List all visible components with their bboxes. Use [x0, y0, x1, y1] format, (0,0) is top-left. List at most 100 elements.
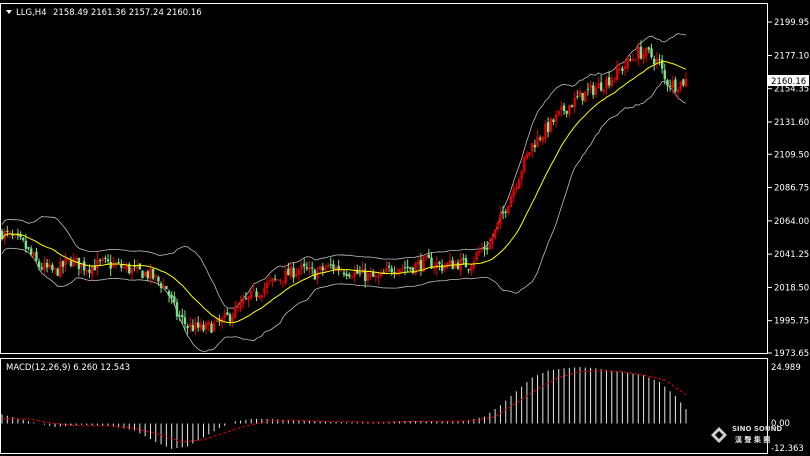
candle-body[interactable] — [276, 279, 279, 281]
candle-body[interactable] — [676, 90, 680, 93]
candle-body[interactable] — [19, 233, 22, 238]
candle-body[interactable] — [22, 238, 25, 240]
candle-body[interactable] — [639, 46, 643, 59]
candle-body[interactable] — [374, 275, 378, 277]
candle-body[interactable] — [523, 157, 526, 171]
candle-body[interactable] — [114, 263, 118, 266]
candle-body[interactable] — [411, 267, 415, 273]
candle-body[interactable] — [599, 82, 603, 91]
candle-body[interactable] — [655, 58, 659, 63]
candle-body[interactable] — [584, 91, 587, 102]
candle-body[interactable] — [236, 306, 240, 308]
candle-body[interactable] — [173, 296, 176, 302]
candle-body[interactable] — [504, 211, 507, 213]
candle-body[interactable] — [652, 58, 656, 64]
candle-body[interactable] — [390, 268, 393, 273]
candle-body[interactable] — [475, 252, 478, 260]
candle-body[interactable] — [223, 313, 226, 318]
candle-body[interactable] — [626, 57, 629, 69]
candle-body[interactable] — [247, 296, 250, 301]
candle-body[interactable] — [98, 260, 102, 262]
candle-body[interactable] — [456, 262, 460, 269]
candle-body[interactable] — [541, 137, 545, 142]
candle-body[interactable] — [93, 265, 96, 271]
candle-body[interactable] — [143, 272, 147, 277]
candle-body[interactable] — [454, 263, 457, 268]
candle-body[interactable] — [96, 259, 99, 269]
candle-body[interactable] — [228, 314, 232, 322]
candle-body[interactable] — [660, 59, 664, 69]
candle-body[interactable] — [348, 274, 351, 277]
candle-body[interactable] — [303, 263, 306, 267]
candle-body[interactable] — [401, 267, 404, 269]
candle-body[interactable] — [234, 307, 237, 318]
candle-body[interactable] — [43, 262, 46, 270]
candle-body[interactable] — [11, 234, 14, 236]
candle-body[interactable] — [443, 266, 446, 269]
candle-body[interactable] — [6, 230, 9, 233]
candle-body[interactable] — [196, 322, 200, 328]
candle-body[interactable] — [215, 318, 218, 322]
candle-body[interactable] — [255, 291, 258, 297]
candle-body[interactable] — [419, 259, 423, 271]
candle-body[interactable] — [642, 54, 645, 60]
candle-body[interactable] — [387, 266, 391, 268]
candle-body[interactable] — [112, 263, 115, 268]
candle-body[interactable] — [536, 136, 539, 147]
candle-body[interactable] — [554, 114, 558, 122]
candle-body[interactable] — [292, 267, 295, 278]
candle-body[interactable] — [109, 261, 112, 269]
candle-body[interactable] — [356, 269, 359, 274]
candle-body[interactable] — [525, 153, 529, 159]
candle-body[interactable] — [430, 257, 433, 269]
candle-body[interactable] — [165, 286, 168, 290]
candle-body[interactable] — [138, 263, 142, 270]
candle-body[interactable] — [618, 68, 621, 70]
candle-body[interactable] — [69, 261, 73, 266]
candle-body[interactable] — [149, 268, 152, 279]
candle-body[interactable] — [318, 266, 322, 270]
candle-body[interactable] — [167, 291, 171, 296]
candle-body[interactable] — [24, 240, 28, 249]
candle-body[interactable] — [594, 87, 598, 95]
candle-body[interactable] — [647, 47, 651, 50]
candle-body[interactable] — [218, 320, 221, 322]
candle-body[interactable] — [610, 79, 613, 87]
candle-body[interactable] — [120, 264, 123, 268]
candle-body[interactable] — [470, 266, 473, 271]
candle-body[interactable] — [472, 261, 476, 268]
candle-body[interactable] — [589, 84, 592, 89]
candle-body[interactable] — [369, 273, 372, 275]
candle-body[interactable] — [340, 270, 343, 272]
candle-body[interactable] — [212, 322, 216, 331]
candle-body[interactable] — [90, 266, 94, 275]
candle-body[interactable] — [422, 256, 425, 273]
candle-body[interactable] — [403, 267, 407, 269]
candle-body[interactable] — [324, 268, 327, 271]
candle-body[interactable] — [377, 276, 380, 278]
candle-body[interactable] — [485, 247, 489, 250]
candle-body[interactable] — [398, 269, 401, 273]
candle-body[interactable] — [300, 264, 303, 269]
candle-body[interactable] — [29, 248, 33, 255]
candle-body[interactable] — [663, 70, 666, 80]
candle-body[interactable] — [136, 265, 139, 269]
candle-body[interactable] — [45, 262, 49, 268]
candle-body[interactable] — [265, 282, 269, 289]
candle-body[interactable] — [133, 265, 136, 267]
candle-body[interactable] — [493, 229, 497, 238]
candle-body[interactable] — [491, 238, 494, 244]
candle-body[interactable] — [191, 325, 195, 331]
candle-body[interactable] — [586, 89, 590, 91]
candle-body[interactable] — [202, 325, 205, 331]
candle-body[interactable] — [14, 234, 17, 236]
candle-body[interactable] — [565, 110, 568, 114]
candle-body[interactable] — [533, 144, 537, 148]
candle-body[interactable] — [613, 77, 616, 79]
candle-body[interactable] — [101, 258, 104, 261]
candle-body[interactable] — [337, 266, 340, 271]
candle-body[interactable] — [239, 302, 242, 309]
candle-body[interactable] — [602, 89, 606, 92]
candle-body[interactable] — [231, 316, 234, 323]
candle-body[interactable] — [538, 138, 542, 140]
